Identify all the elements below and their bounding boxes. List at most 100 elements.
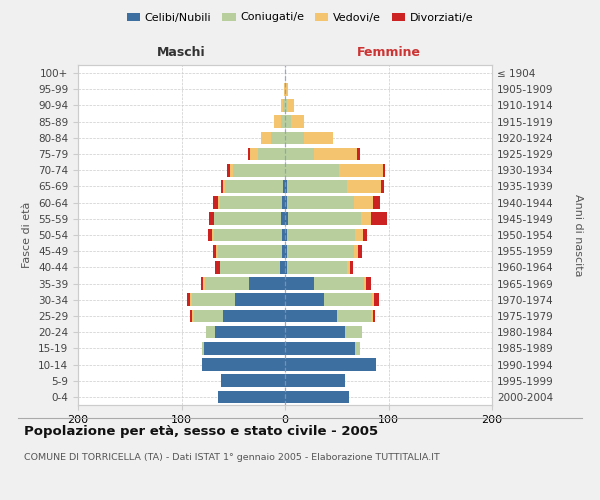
Bar bbox=[258, 148, 285, 160]
Text: Femmine: Femmine bbox=[356, 46, 421, 59]
Bar bbox=[281, 99, 283, 112]
Bar bbox=[372, 294, 374, 306]
Bar bbox=[358, 148, 359, 160]
Bar bbox=[249, 278, 285, 290]
Bar bbox=[285, 326, 345, 338]
Bar bbox=[192, 294, 235, 306]
Bar bbox=[345, 326, 362, 338]
Y-axis label: Anni di nascita: Anni di nascita bbox=[573, 194, 583, 276]
Bar bbox=[282, 196, 285, 209]
Bar bbox=[337, 310, 371, 322]
Bar bbox=[285, 132, 304, 144]
Bar bbox=[285, 310, 337, 322]
Bar bbox=[285, 358, 376, 371]
Bar bbox=[271, 132, 285, 144]
Bar bbox=[373, 310, 375, 322]
Bar bbox=[287, 245, 355, 258]
Bar bbox=[355, 228, 362, 241]
Bar bbox=[287, 99, 295, 112]
Bar bbox=[214, 228, 282, 241]
Bar bbox=[366, 278, 371, 290]
Bar bbox=[304, 132, 332, 144]
Bar bbox=[203, 278, 205, 290]
Bar bbox=[202, 358, 285, 371]
Bar bbox=[283, 180, 285, 192]
Legend: Celibi/Nubili, Coniugati/e, Vedovi/e, Divorziati/e: Celibi/Nubili, Coniugati/e, Vedovi/e, Di… bbox=[122, 8, 478, 27]
Bar bbox=[362, 228, 367, 241]
Bar bbox=[285, 164, 339, 176]
Bar bbox=[287, 180, 347, 192]
Bar bbox=[347, 261, 350, 274]
Bar bbox=[314, 148, 358, 160]
Bar bbox=[285, 228, 287, 241]
Bar bbox=[381, 180, 385, 192]
Bar bbox=[371, 212, 388, 225]
Bar bbox=[285, 212, 288, 225]
Bar bbox=[355, 342, 359, 354]
Bar bbox=[218, 390, 285, 403]
Bar bbox=[230, 164, 233, 176]
Bar bbox=[204, 342, 285, 354]
Bar bbox=[282, 228, 285, 241]
Bar bbox=[285, 148, 314, 160]
Bar bbox=[212, 228, 214, 241]
Bar bbox=[212, 245, 215, 258]
Bar bbox=[355, 196, 373, 209]
Bar bbox=[223, 180, 225, 192]
Bar bbox=[291, 116, 304, 128]
Bar bbox=[383, 164, 385, 176]
Bar bbox=[287, 261, 347, 274]
Bar bbox=[218, 245, 282, 258]
Bar bbox=[325, 294, 372, 306]
Bar bbox=[285, 278, 314, 290]
Bar bbox=[194, 310, 223, 322]
Y-axis label: Fasce di età: Fasce di età bbox=[22, 202, 32, 268]
Bar bbox=[285, 116, 291, 128]
Bar bbox=[220, 196, 282, 209]
Bar bbox=[220, 261, 280, 274]
Bar bbox=[218, 196, 220, 209]
Bar bbox=[190, 310, 192, 322]
Bar bbox=[285, 390, 349, 403]
Bar bbox=[280, 261, 285, 274]
Bar bbox=[284, 83, 285, 96]
Bar bbox=[192, 310, 194, 322]
Bar bbox=[285, 99, 287, 112]
Bar bbox=[285, 294, 325, 306]
Bar bbox=[355, 245, 358, 258]
Bar bbox=[286, 83, 288, 96]
Bar bbox=[282, 245, 285, 258]
Bar bbox=[214, 212, 281, 225]
Bar bbox=[285, 180, 287, 192]
Text: Popolazione per età, sesso e stato civile - 2005: Popolazione per età, sesso e stato civil… bbox=[24, 425, 378, 438]
Bar bbox=[221, 374, 285, 387]
Bar bbox=[285, 196, 287, 209]
Bar bbox=[339, 164, 383, 176]
Bar bbox=[350, 261, 353, 274]
Bar bbox=[374, 294, 379, 306]
Bar bbox=[274, 116, 281, 128]
Bar bbox=[215, 261, 220, 274]
Bar bbox=[285, 261, 287, 274]
Bar bbox=[206, 326, 215, 338]
Bar bbox=[285, 245, 287, 258]
Bar bbox=[288, 212, 361, 225]
Bar bbox=[250, 148, 258, 160]
Bar bbox=[358, 245, 362, 258]
Bar bbox=[215, 326, 285, 338]
Bar bbox=[285, 342, 355, 354]
Text: COMUNE DI TORRICELLA (TA) - Dati ISTAT 1° gennaio 2005 - Elaborazione TUTTITALIA: COMUNE DI TORRICELLA (TA) - Dati ISTAT 1… bbox=[24, 452, 440, 462]
Bar bbox=[287, 228, 355, 241]
Bar bbox=[281, 212, 285, 225]
Bar bbox=[248, 148, 250, 160]
Bar bbox=[225, 180, 283, 192]
Bar bbox=[190, 294, 192, 306]
Bar bbox=[285, 374, 345, 387]
Bar bbox=[364, 278, 366, 290]
Bar bbox=[261, 132, 271, 144]
Bar bbox=[202, 342, 204, 354]
Bar bbox=[361, 212, 371, 225]
Bar bbox=[347, 180, 381, 192]
Bar bbox=[187, 294, 190, 306]
Bar bbox=[209, 212, 214, 225]
